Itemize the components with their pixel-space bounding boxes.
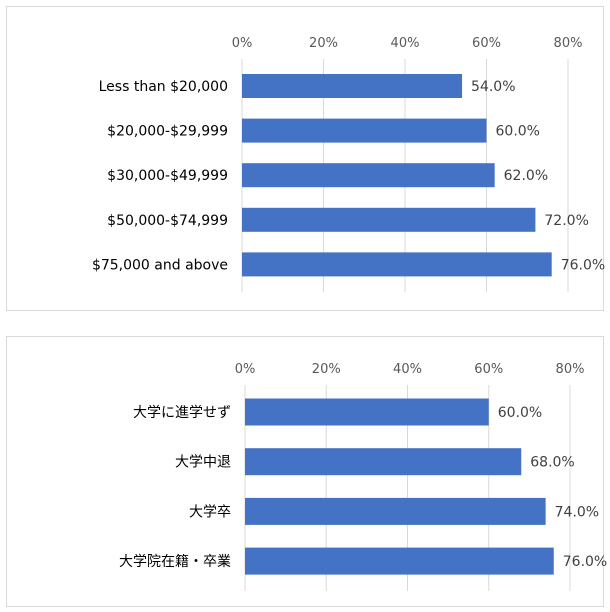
data-label: 62.0% <box>504 168 548 184</box>
category-label: $75,000 and above <box>92 257 228 273</box>
data-label: 76.0% <box>561 257 605 273</box>
data-label: 54.0% <box>471 79 515 95</box>
category-label: Less than $20,000 <box>99 79 228 95</box>
bar <box>245 398 489 426</box>
category-label: 大学院在籍・卒業 <box>119 553 231 570</box>
bar <box>242 207 536 232</box>
x-tick-label: 80% <box>556 362 585 377</box>
x-tick-label: 0% <box>232 36 253 51</box>
category-label: 大学卒 <box>189 504 231 520</box>
x-tick-label: 40% <box>393 362 422 377</box>
data-label: 60.0% <box>498 405 542 421</box>
category-label: $50,000-$74,999 <box>107 213 228 229</box>
category-label: $30,000-$49,999 <box>107 168 228 184</box>
bar <box>242 118 487 143</box>
x-tick-label: 40% <box>391 36 420 51</box>
x-tick-label: 20% <box>312 362 341 377</box>
x-tick-label: 60% <box>472 36 501 51</box>
category-label: 大学中退 <box>175 455 231 471</box>
education-bar-chart: 0% 20% 40% 60% 80% 大学に進学せず 60.0% 大学中退 68.0% 大学卒 74… <box>119 362 607 591</box>
income-chart-panel: 0% 20% 40% 60% 80% Less than $20,000 54.0% $20,… <box>6 6 605 311</box>
data-label: 68.0% <box>530 455 574 471</box>
x-tick-label: 80% <box>554 36 583 51</box>
bar <box>242 163 495 188</box>
category-label: $20,000-$29,999 <box>107 124 228 140</box>
bar <box>245 448 522 476</box>
category-label: 大学に進学せず <box>133 405 231 421</box>
data-label: 60.0% <box>496 124 540 140</box>
bar <box>242 74 463 98</box>
education-chart-panel: 0% 20% 40% 60% 80% 大学に進学せず 60.0% 大学中退 68.0% 大学卒 74… <box>6 336 607 607</box>
x-tick-label: 60% <box>474 362 503 377</box>
bar <box>245 497 546 525</box>
data-label: 72.0% <box>544 213 588 229</box>
x-tick-label: 20% <box>309 36 338 51</box>
x-tick-label: 0% <box>235 362 256 377</box>
data-label: 76.0% <box>563 554 607 570</box>
bar <box>242 252 552 277</box>
data-label: 74.0% <box>555 504 599 520</box>
bar <box>245 547 554 575</box>
income-bar-chart: 0% 20% 40% 60% 80% Less than $20,000 54.0% $20,… <box>92 36 605 292</box>
